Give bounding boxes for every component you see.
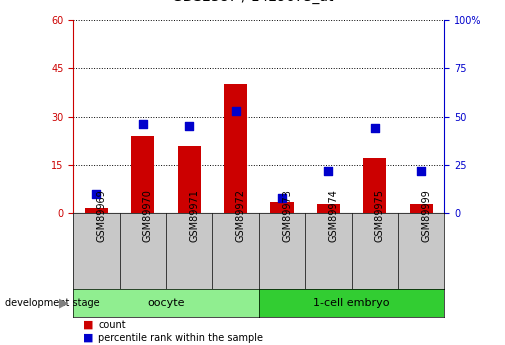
- Point: [139, 121, 147, 127]
- Bar: [178, 146, 201, 213]
- Text: development stage: development stage: [5, 298, 99, 308]
- Text: count: count: [98, 320, 126, 330]
- Text: 1-cell embryo: 1-cell embryo: [314, 298, 390, 308]
- Bar: [270, 202, 293, 213]
- Point: [371, 126, 379, 131]
- Point: [232, 108, 240, 114]
- Text: GSM89969: GSM89969: [96, 189, 107, 242]
- Text: GSM89972: GSM89972: [236, 189, 245, 242]
- Text: GSM89974: GSM89974: [328, 189, 338, 242]
- Text: GDS2387 / 1429673_at: GDS2387 / 1429673_at: [172, 0, 333, 4]
- Bar: [317, 204, 340, 213]
- Bar: [363, 158, 386, 213]
- Point: [417, 168, 425, 174]
- Text: ■: ■: [83, 333, 94, 343]
- Text: GSM89973: GSM89973: [282, 189, 292, 242]
- Bar: [410, 204, 433, 213]
- Point: [185, 124, 193, 129]
- Text: GSM89971: GSM89971: [189, 189, 199, 242]
- Point: [278, 195, 286, 200]
- Point: [92, 191, 100, 197]
- Text: GSM89975: GSM89975: [375, 189, 385, 242]
- Bar: [85, 208, 108, 213]
- Point: [324, 168, 332, 174]
- Text: oocyte: oocyte: [147, 298, 185, 308]
- Bar: [131, 136, 155, 213]
- Text: ▶: ▶: [59, 297, 68, 310]
- Bar: [224, 85, 247, 213]
- Text: GSM89970: GSM89970: [143, 189, 153, 242]
- Text: GSM89999: GSM89999: [421, 189, 431, 242]
- Text: ■: ■: [83, 320, 94, 330]
- Text: percentile rank within the sample: percentile rank within the sample: [98, 333, 264, 343]
